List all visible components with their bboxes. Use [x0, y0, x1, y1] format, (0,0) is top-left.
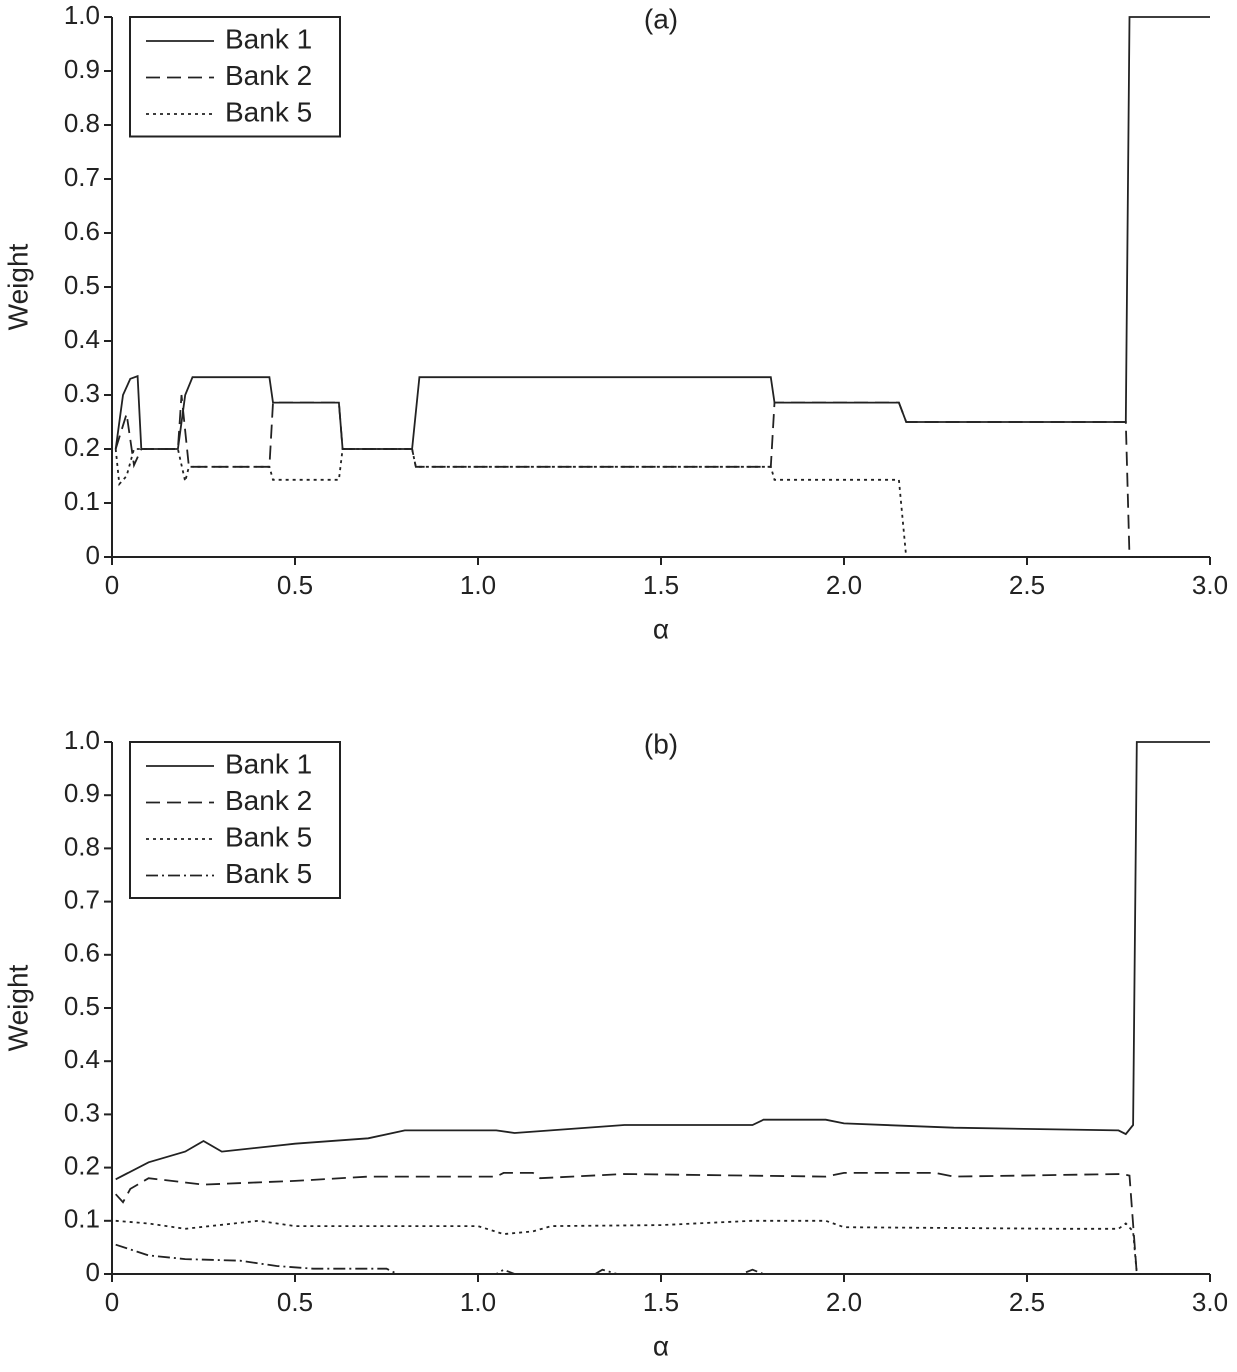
- x-tick-label: 0.5: [277, 570, 313, 600]
- y-tick-label: 0: [86, 1257, 100, 1287]
- panel-title: (b): [644, 728, 678, 759]
- y-tick-label: 0.4: [64, 324, 100, 354]
- y-tick-label: 0.7: [64, 162, 100, 192]
- x-tick-label: 2.5: [1009, 1287, 1045, 1317]
- y-tick-label: 0.6: [64, 938, 100, 968]
- x-tick-label: 0.5: [277, 1287, 313, 1317]
- y-tick-label: 0.1: [64, 486, 100, 516]
- x-tick-label: 1.0: [460, 1287, 496, 1317]
- y-tick-label: 1.0: [64, 725, 100, 755]
- series-line: [115, 1172, 1210, 1275]
- y-tick-label: 0.2: [64, 1150, 100, 1180]
- legend-box: [129, 741, 341, 899]
- x-tick-label: 2.5: [1009, 570, 1045, 600]
- y-tick-label: 0.3: [64, 1097, 100, 1127]
- y-tick-label: 0.6: [64, 216, 100, 246]
- series-line: [114, 16, 1210, 450]
- series-line: [114, 448, 1210, 558]
- x-tick-label: 2.0: [826, 1287, 862, 1317]
- y-tick-label: 1.0: [64, 0, 100, 30]
- x-tick-label: 1.0: [460, 570, 496, 600]
- x-tick-label: 1.5: [643, 1287, 679, 1317]
- series-line: [115, 1243, 1210, 1275]
- series-line: [115, 741, 1210, 1181]
- x-tick-label: 3.0: [1192, 1287, 1228, 1317]
- y-tick-label: 0.8: [64, 831, 100, 861]
- legend-label: Bank 2: [225, 785, 312, 816]
- series-line: [115, 1219, 1210, 1275]
- series-line: [114, 394, 1210, 558]
- y-tick-label: 0.1: [64, 1204, 100, 1234]
- y-tick-label: 0.5: [64, 991, 100, 1021]
- y-tick-label: 0.8: [64, 108, 100, 138]
- x-tick-label: 0: [105, 570, 119, 600]
- legend-label: Bank 5: [225, 858, 312, 889]
- y-tick-label: 0.9: [64, 778, 100, 808]
- y-tick-label: 0: [86, 540, 100, 570]
- x-tick-label: 2.0: [826, 570, 862, 600]
- x-tick-label: 3.0: [1192, 570, 1228, 600]
- legend-label: Bank 1: [225, 23, 312, 54]
- y-tick-label: 0.7: [64, 884, 100, 914]
- y-axis-label: Weight: [2, 964, 33, 1051]
- y-tick-label: 0.4: [64, 1044, 100, 1074]
- y-tick-label: 0.3: [64, 378, 100, 408]
- legend-box: [129, 16, 341, 138]
- legend-label: Bank 5: [225, 96, 312, 127]
- legend-label: Bank 1: [225, 748, 312, 779]
- y-tick-label: 0.2: [64, 432, 100, 462]
- y-tick-label: 0.5: [64, 270, 100, 300]
- y-axis-label: Weight: [2, 243, 33, 330]
- x-tick-label: 0: [105, 1287, 119, 1317]
- x-tick-label: 1.5: [643, 570, 679, 600]
- legend-label: Bank 5: [225, 821, 312, 852]
- y-tick-label: 0.9: [64, 54, 100, 84]
- x-axis-label: α: [653, 613, 669, 644]
- x-axis-label: α: [653, 1330, 669, 1361]
- panel-title: (a): [644, 3, 678, 34]
- legend-label: Bank 2: [225, 60, 312, 91]
